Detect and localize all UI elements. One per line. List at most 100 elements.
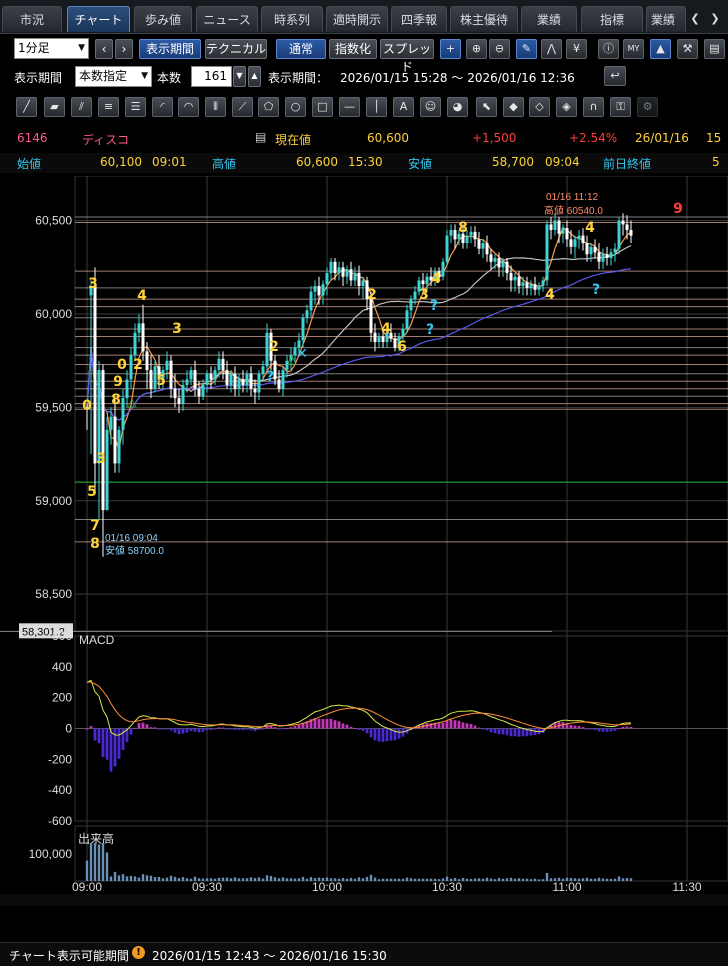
macd-histogram-bar (269, 725, 273, 729)
area-chart-icon[interactable]: ▲ (650, 39, 671, 59)
erase-selected-icon[interactable]: ◈ (556, 97, 577, 117)
technical-button[interactable]: テクニカル (205, 39, 267, 59)
circle-tool-icon[interactable]: ○ (285, 97, 306, 117)
candle-body (137, 323, 141, 333)
index-button[interactable]: 指数化 (329, 39, 377, 59)
magnet-icon[interactable]: ∩ (583, 97, 604, 117)
parallel-tool-icon[interactable]: ⫽ (71, 97, 92, 117)
volume-bar (417, 878, 421, 881)
candle-body (85, 407, 89, 410)
tab-shikiho[interactable]: 四季報 (391, 6, 447, 32)
macd-histogram-bar (549, 724, 553, 729)
display-period-button[interactable]: 表示期間 (139, 39, 201, 59)
candle-body (249, 373, 253, 389)
text-tool-icon[interactable]: A (393, 97, 414, 117)
tab-market[interactable]: 市況 (2, 6, 62, 32)
volume-bar (401, 878, 405, 881)
macd-histogram-bar (481, 728, 485, 730)
vline-tool-icon[interactable]: │ (366, 97, 387, 117)
candle-body (193, 370, 197, 389)
eraser-icon[interactable]: ◆ (503, 97, 524, 117)
volume-bar (325, 877, 329, 881)
stamp-icon[interactable]: ☺ (420, 97, 441, 117)
period-mode-select[interactable]: 本数指定 ▼ (75, 66, 152, 87)
gann-tool-icon[interactable]: ⟋ (232, 97, 253, 117)
ruler-tool-icon[interactable]: ▰ (44, 97, 65, 117)
print-icon[interactable]: ▤ (704, 39, 725, 59)
tab-results[interactable]: 業績 (521, 6, 577, 32)
line-tool-icon[interactable]: ╱ (16, 97, 37, 117)
hline-tool-icon[interactable]: — (339, 97, 360, 117)
macd-histogram-bar (277, 728, 281, 730)
spread-button[interactable]: スプレッド (380, 39, 434, 74)
wrench-icon[interactable]: ⚒ (677, 39, 698, 59)
tab-chart[interactable]: チャート (67, 6, 130, 32)
volume-bar (269, 875, 273, 881)
zoom-in-icon[interactable]: ⊕ (466, 39, 487, 59)
macd-histogram-bar (221, 727, 225, 729)
rect-tool-icon[interactable]: □ (312, 97, 333, 117)
volume-panel-frame (74, 825, 728, 882)
price-marker-bg (19, 623, 73, 639)
chart-canvas[interactable]: 09:00 09:30 10:00 10:30 11:00 11:30 60,500 60,0… (0, 176, 728, 906)
candle-body (117, 429, 121, 464)
candle-body (433, 271, 437, 281)
tab-benefit[interactable]: 株主優待 (450, 6, 518, 32)
next-button[interactable]: › (115, 39, 133, 59)
tab-indicators[interactable]: 指標 (581, 6, 643, 32)
tab-disclosure[interactable]: 適時開示 (326, 6, 388, 32)
hlines-tool-icon[interactable]: ≡ (98, 97, 119, 117)
price-tick-label: 58,500 (35, 587, 72, 601)
yen-icon[interactable]: ¥ (566, 39, 587, 59)
count-input[interactable]: 161 (191, 66, 232, 87)
macd-histogram-bar (541, 728, 545, 734)
volume-bar (161, 878, 165, 881)
delete-icon[interactable]: ⬉ (476, 97, 497, 117)
color-icon[interactable]: ◕ (447, 97, 468, 117)
erase-all-icon[interactable]: ◇ (529, 97, 550, 117)
volume-bar (389, 878, 393, 881)
tab-timeseries[interactable]: 時系列 (261, 6, 323, 32)
crosshair-icon[interactable]: + (440, 39, 461, 59)
trend-icon[interactable]: ⋀ (541, 39, 562, 59)
list-icon[interactable]: ▤ (255, 130, 267, 144)
tab-results-2[interactable]: 業績 (646, 6, 686, 32)
count-down-icon[interactable]: ▼ (233, 66, 246, 87)
info-icon[interactable]: ⓘ (598, 39, 619, 59)
candle-body (257, 373, 261, 393)
fib-tool-icon[interactable]: ☰ (125, 97, 146, 117)
toolbar-2: 表示期間 本数指定 ▼ 本数 161 ▼ ▲ 表示期間： 2026/01/15 1… (0, 66, 728, 88)
macd-histogram-bar (165, 728, 169, 730)
tab-tick[interactable]: 歩み値 (134, 6, 192, 32)
volume-bar (133, 876, 137, 881)
macd-histogram-bar (353, 727, 357, 729)
prev-button[interactable]: ‹ (95, 39, 113, 59)
reset-icon[interactable]: ↩ (604, 66, 626, 86)
macd-histogram-bar (301, 722, 305, 729)
candle-body (493, 258, 497, 262)
arc-tool-icon[interactable]: ◠ (178, 97, 199, 117)
volume-bar (485, 877, 489, 881)
tab-next-icon[interactable]: ❯ (710, 12, 720, 25)
pentagon-tool-icon[interactable]: ⬠ (258, 97, 279, 117)
candle-body (389, 332, 393, 339)
vlines-tool-icon[interactable]: ⦀ (205, 97, 226, 117)
candle-body (429, 276, 433, 281)
my-chart-icon[interactable]: MY (623, 39, 644, 59)
normal-button[interactable]: 通常 (276, 39, 326, 59)
candle-body (289, 355, 293, 361)
zoom-out-icon[interactable]: ⊖ (489, 39, 510, 59)
settings-icon[interactable]: ⚙ (637, 97, 658, 117)
tab-news[interactable]: ニュース (196, 6, 258, 32)
tab-prev-icon[interactable]: ❮ (690, 12, 700, 25)
fan-tool-icon[interactable]: ◜ (152, 97, 173, 117)
volume-bar (473, 878, 477, 881)
period-select[interactable]: 1分足 ▼ (14, 38, 89, 59)
draw-pen-icon[interactable]: ✎ (516, 39, 537, 59)
macd-histogram-bar (441, 722, 445, 729)
count-up-icon[interactable]: ▲ (248, 66, 261, 87)
candle-body (325, 272, 329, 285)
lock-icon[interactable]: ⚿ (610, 97, 631, 117)
volume-bar (333, 878, 337, 881)
count-mark: 2 (269, 339, 279, 355)
